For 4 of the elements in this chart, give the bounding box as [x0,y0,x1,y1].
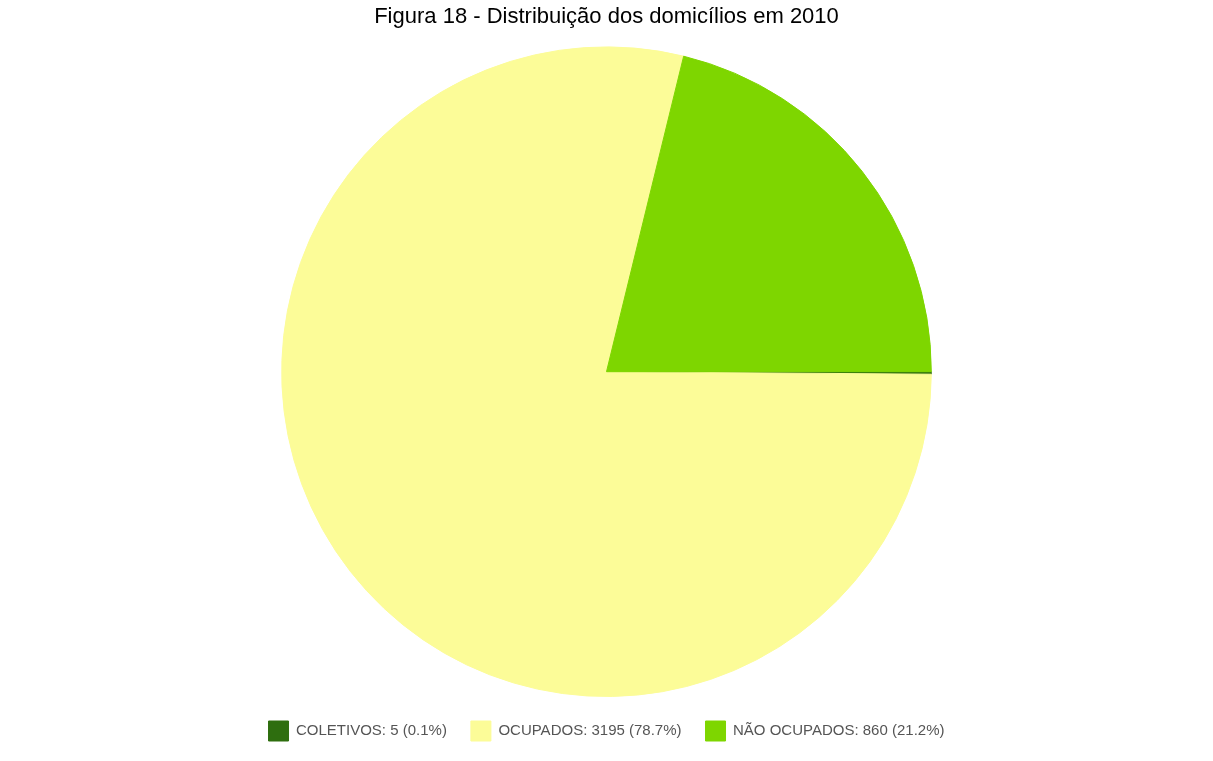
chart-title: Figura 18 - Distribuição dos domicílios em 2010 [374,3,839,29]
legend-label: OCUPADOS: 3195 (78.7%) [498,721,682,739]
legend-label: COLETIVOS: 5 (0.1%) [296,721,447,739]
legend-label: NÃO OCUPADOS: 860 (21.2%) [733,721,945,739]
